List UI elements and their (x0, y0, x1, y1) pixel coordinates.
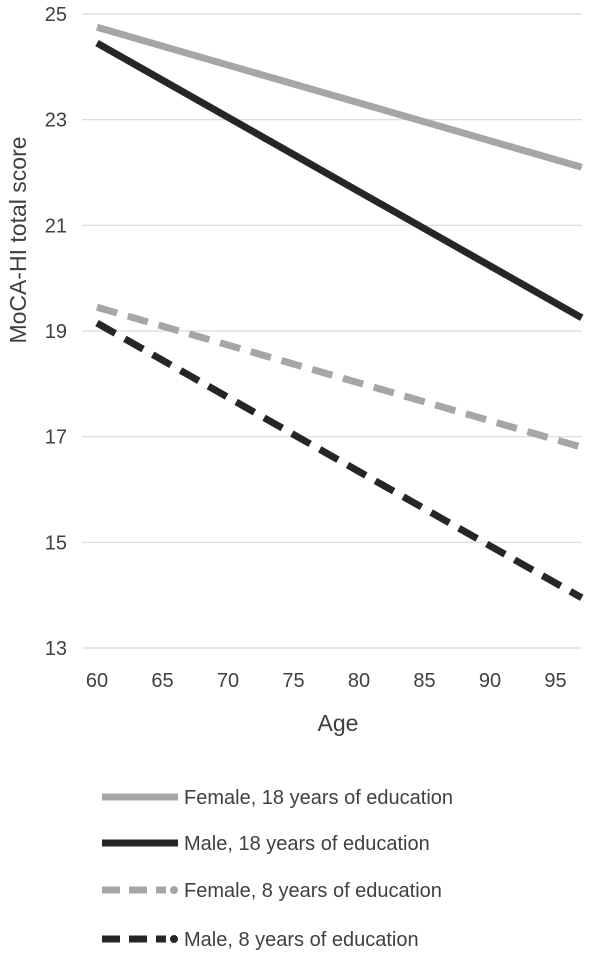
y-tick-label: 13 (45, 638, 67, 660)
legend-swatch-dot (170, 935, 178, 943)
legend-label: Female, 8 years of education (184, 880, 442, 902)
series-lines (95, 23, 584, 601)
y-tick-label: 15 (45, 532, 67, 554)
x-tick-label: 80 (348, 670, 370, 692)
y-tick-labels: 13 15 17 19 21 23 25 (45, 4, 67, 660)
y-axis-title: MoCA-HI total score (5, 136, 31, 343)
legend-swatch-dot (170, 886, 178, 894)
x-tick-label: 90 (479, 670, 501, 692)
legend-label: Male, 8 years of education (184, 929, 419, 951)
y-tick-label: 17 (45, 427, 67, 449)
x-tick-labels: 60 65 70 75 80 85 90 95 (86, 670, 567, 692)
legend-item: Female, 8 years of education (102, 880, 442, 902)
x-tick-label: 95 (544, 670, 566, 692)
series-line-1 (96, 23, 583, 171)
x-tick-label: 85 (413, 670, 435, 692)
y-tick-label: 23 (45, 110, 67, 132)
gridlines (82, 13, 582, 649)
series-line-2 (95, 40, 584, 321)
y-tick-label: 25 (45, 4, 67, 26)
x-tick-label: 60 (86, 670, 108, 692)
series-line-3 (96, 303, 583, 451)
x-axis-title: Age (318, 710, 359, 736)
legend-label: Male, 18 years of education (184, 833, 430, 855)
x-tick-label: 70 (217, 670, 239, 692)
y-tick-label: 21 (45, 215, 67, 237)
y-tick-label: 19 (45, 321, 67, 343)
legend: Female, 18 years of education Male, 18 ye… (102, 787, 453, 951)
legend-item: Male, 8 years of education (102, 929, 419, 951)
x-tick-label: 75 (282, 670, 304, 692)
legend-label: Female, 18 years of education (184, 787, 453, 809)
legend-item: Female, 18 years of education (102, 787, 453, 809)
x-tick-label: 65 (151, 670, 173, 692)
series-line-4 (95, 320, 584, 601)
legend-item: Male, 18 years of education (102, 833, 430, 855)
